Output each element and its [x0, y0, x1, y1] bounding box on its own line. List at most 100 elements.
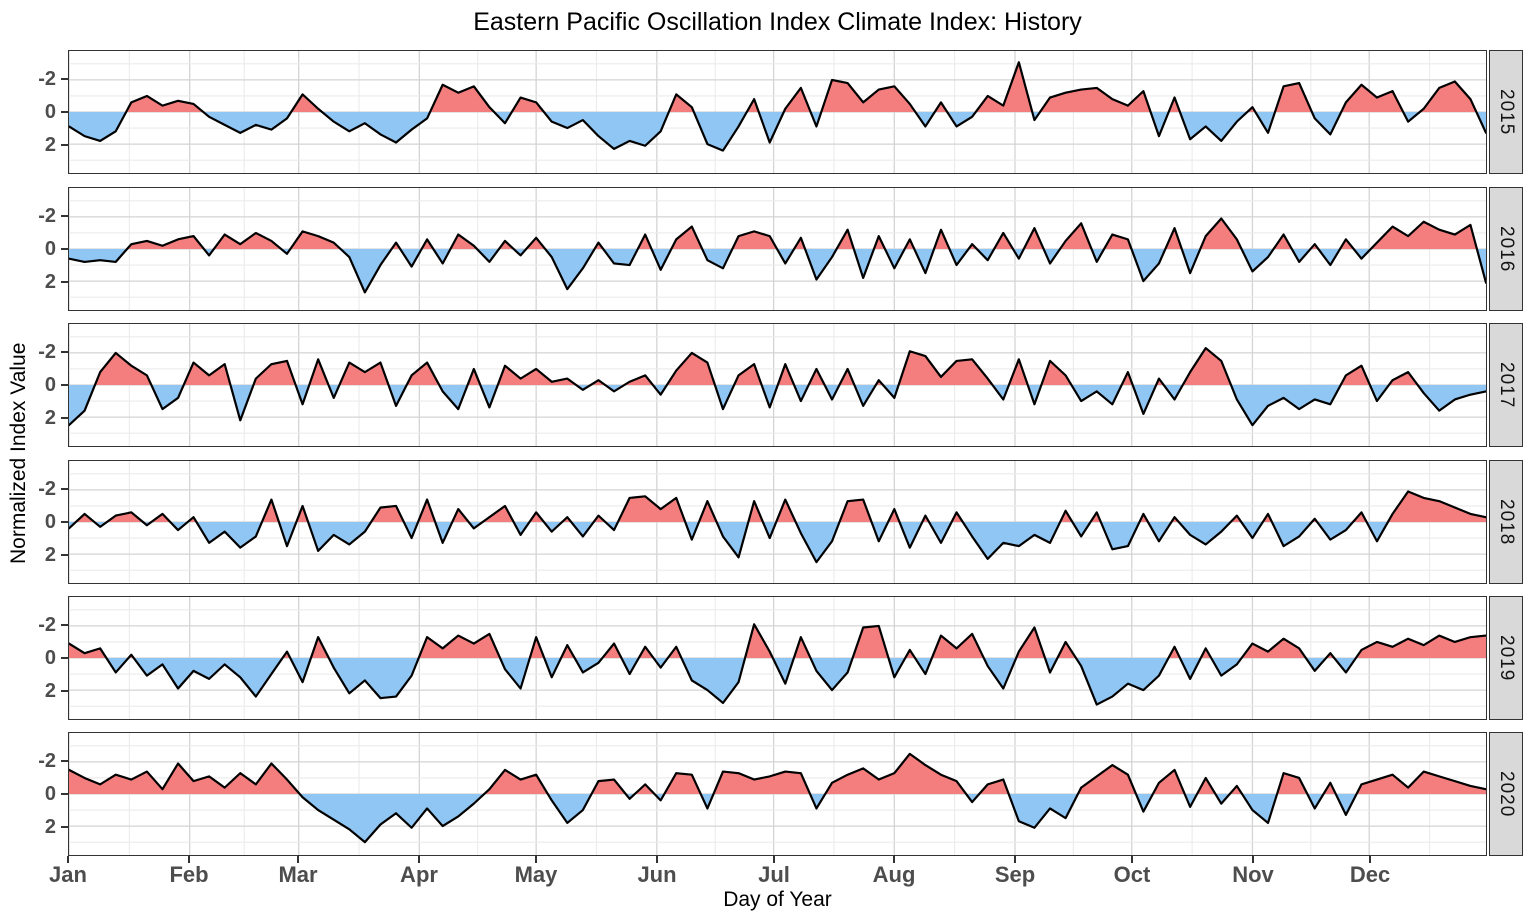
- y-tick-mark: [61, 351, 68, 353]
- y-axis-title: Normalized Index Value: [7, 342, 30, 564]
- y-tick-mark: [61, 690, 68, 692]
- x-tick-label-jun: Jun: [637, 862, 677, 887]
- area-negative: [69, 658, 1486, 705]
- y-tick-mark: [61, 144, 68, 146]
- x-tick-mark: [535, 856, 537, 863]
- x-tick-label-may: May: [514, 862, 558, 887]
- y-tick-label: -2: [38, 341, 56, 363]
- y-tick-label: 0: [44, 647, 56, 669]
- y-tick-label: 0: [44, 511, 56, 533]
- facet-plot-area: [69, 324, 1486, 446]
- facet-panel-2020: [68, 732, 1487, 856]
- chart-title: Eastern Pacific Oscillation Index Climat…: [473, 8, 1082, 36]
- x-tick-label-apr: Apr: [400, 862, 438, 887]
- area-negative: [69, 112, 1486, 151]
- x-tick-mark: [1131, 856, 1133, 863]
- y-tick-mark: [61, 488, 68, 490]
- x-tick-label-nov: Nov: [1232, 862, 1274, 887]
- y-tick-label: 2: [44, 544, 56, 566]
- x-tick-label-aug: Aug: [872, 862, 916, 887]
- facet-strip-2018: 2018: [1489, 460, 1523, 584]
- facet-panel-2015: [68, 50, 1487, 174]
- y-tick-label: 2: [44, 680, 56, 702]
- y-tick-mark: [61, 554, 68, 556]
- y-tick-label: -2: [38, 205, 56, 227]
- area-positive: [69, 491, 1486, 522]
- y-tick-label: -2: [38, 68, 56, 90]
- series-line: [69, 490, 1486, 564]
- y-tick-mark: [61, 281, 68, 283]
- facet-strip-2019: 2019: [1489, 596, 1523, 720]
- series-line: [69, 752, 1486, 844]
- facet-strip-2017: 2017: [1489, 323, 1523, 447]
- y-tick-label: -2: [38, 478, 56, 500]
- facet-panel-2019: [68, 596, 1487, 720]
- y-tick-mark: [61, 624, 68, 626]
- facet-strip-label: 2016: [1496, 225, 1517, 273]
- facet-plot-area: [69, 461, 1486, 583]
- area-negative: [69, 794, 1486, 843]
- facet-strip-2020: 2020: [1489, 732, 1523, 856]
- facet-strip-2016: 2016: [1489, 187, 1523, 311]
- x-tick-mark: [188, 856, 190, 863]
- x-tick-mark: [1369, 856, 1371, 863]
- area-positive: [69, 348, 1486, 385]
- y-tick-label: 0: [44, 101, 56, 123]
- x-tick-mark: [67, 856, 69, 863]
- x-axis-title: Day of Year: [723, 888, 832, 911]
- series-line: [69, 217, 1486, 294]
- y-tick-mark: [61, 248, 68, 250]
- y-tick-mark: [61, 417, 68, 419]
- facet-plot-area: [69, 733, 1486, 855]
- x-tick-label-mar: Mar: [278, 862, 318, 887]
- facet-strip-label: 2019: [1496, 634, 1517, 682]
- x-tick-label-oct: Oct: [1113, 862, 1151, 887]
- facet-strip-label: 2020: [1496, 770, 1517, 818]
- y-tick-label: 0: [44, 374, 56, 396]
- y-tick-label: 2: [44, 271, 56, 293]
- y-tick-mark: [61, 760, 68, 762]
- facet-plot-area: [69, 188, 1486, 310]
- y-tick-label: -2: [38, 614, 56, 636]
- facet-strip-label: 2018: [1496, 498, 1517, 546]
- y-tick-label: -2: [38, 750, 56, 772]
- facet-panel-2018: [68, 460, 1487, 584]
- facet-panel-2016: [68, 187, 1487, 311]
- area-positive: [69, 62, 1486, 112]
- y-tick-mark: [61, 78, 68, 80]
- y-tick-label: 2: [44, 407, 56, 429]
- series-line: [69, 61, 1486, 152]
- x-tick-mark: [656, 856, 658, 863]
- x-tick-mark: [1014, 856, 1016, 863]
- series-line: [69, 347, 1486, 427]
- y-tick-mark: [61, 657, 68, 659]
- facet-panel-2017: [68, 323, 1487, 447]
- y-tick-mark: [61, 826, 68, 828]
- y-tick-label: 2: [44, 816, 56, 838]
- x-tick-mark: [773, 856, 775, 863]
- x-tick-mark: [1252, 856, 1254, 863]
- x-tick-mark: [893, 856, 895, 863]
- y-tick-mark: [61, 215, 68, 217]
- x-tick-label-sep: Sep: [994, 862, 1036, 887]
- facet-strip-label: 2015: [1496, 88, 1517, 136]
- facet-plot-area: [69, 597, 1486, 719]
- x-tick-label-feb: Feb: [169, 862, 209, 887]
- facet-strip-2015: 2015: [1489, 50, 1523, 174]
- area-positive: [69, 218, 1486, 249]
- facet-plot-area: [69, 51, 1486, 173]
- y-tick-label: 2: [44, 134, 56, 156]
- facet-strip-label: 2017: [1496, 361, 1517, 409]
- y-tick-label: 0: [44, 238, 56, 260]
- y-tick-label: 0: [44, 783, 56, 805]
- x-tick-label-jan: Jan: [49, 862, 87, 887]
- y-tick-mark: [61, 793, 68, 795]
- x-tick-label-dec: Dec: [1349, 862, 1391, 887]
- x-tick-label-jul: Jul: [758, 862, 790, 887]
- x-tick-mark: [418, 856, 420, 863]
- y-tick-mark: [61, 384, 68, 386]
- x-tick-mark: [297, 856, 299, 863]
- y-tick-mark: [61, 521, 68, 523]
- series-line: [69, 623, 1486, 706]
